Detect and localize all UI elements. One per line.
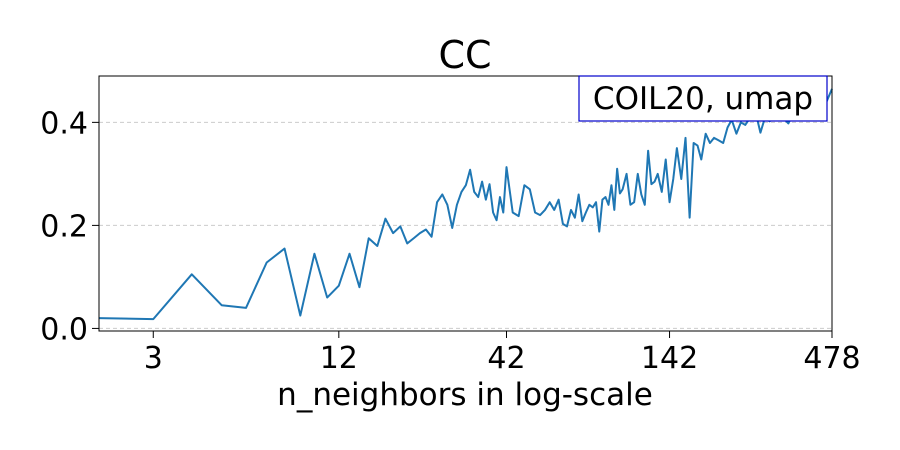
legend: COIL20, umap bbox=[578, 75, 828, 122]
y-tick-label-2: 0.4 bbox=[40, 106, 88, 141]
x-tick-label-3: 142 bbox=[641, 341, 698, 376]
chart-title: CC bbox=[438, 33, 491, 77]
x-tick-label-1: 12 bbox=[320, 341, 358, 376]
y-axis-ticks: 0.0 0.2 0.4 bbox=[40, 106, 99, 347]
series-layer bbox=[98, 88, 833, 321]
y-tick-label-1: 0.2 bbox=[40, 209, 88, 244]
series-line-0 bbox=[98, 88, 833, 321]
x-tick-label-0: 3 bbox=[144, 341, 163, 376]
legend-label: COIL20, umap bbox=[593, 81, 813, 117]
plot-frame bbox=[98, 75, 833, 332]
legend-box bbox=[578, 75, 828, 122]
y-tick-label-0: 0.0 bbox=[40, 312, 88, 347]
grid-lines bbox=[99, 121, 832, 329]
x-axis-ticks: 3 12 42 142 478 bbox=[144, 331, 861, 376]
x-tick-label-2: 42 bbox=[487, 341, 525, 376]
x-axis-label: n_neighbors in log-scale bbox=[277, 377, 653, 413]
x-tick-label-4: 478 bbox=[803, 341, 860, 376]
